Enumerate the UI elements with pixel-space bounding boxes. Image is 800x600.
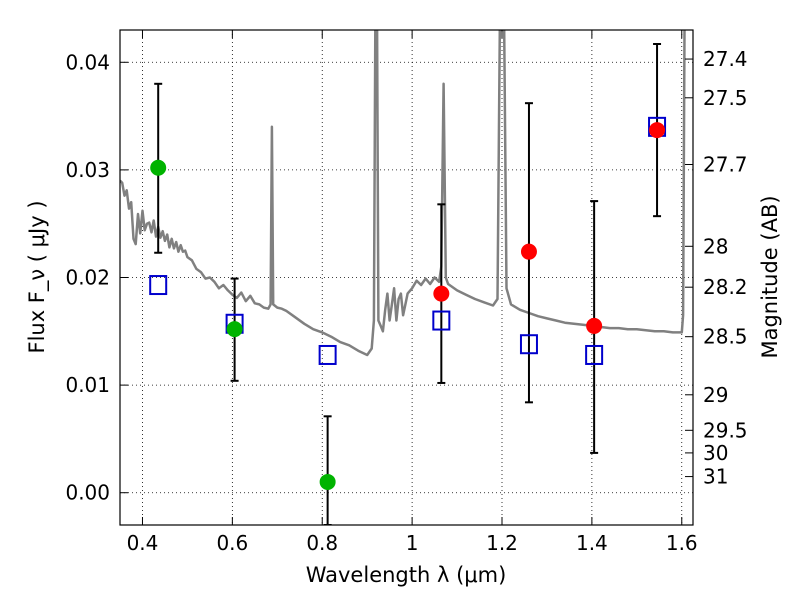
model-flux-square	[432, 310, 451, 331]
y-tick-label: 0.00	[65, 481, 110, 505]
right-axis-tick-label: 28.5	[703, 325, 748, 349]
plot-area	[120, 30, 686, 525]
data-layer	[120, 30, 686, 525]
observed-flux-point	[520, 243, 537, 260]
observed-flux-point	[150, 159, 167, 176]
right-axis-tick-label: 28	[703, 234, 728, 258]
x-tick-label: 1.6	[666, 531, 698, 555]
right-axis-tick-label: 27.7	[703, 153, 748, 177]
right-axis-tick-label: 27.5	[703, 86, 748, 110]
observed-flux-point	[226, 321, 243, 338]
model-flux-square	[519, 334, 538, 355]
observed-flux-point	[319, 473, 336, 490]
model-flux-square	[149, 275, 168, 296]
model-flux-square	[585, 344, 604, 365]
gridlines	[120, 30, 693, 525]
model-spectrum-line	[120, 30, 686, 357]
right-axis-label: Magnitude (AB)	[758, 195, 782, 358]
x-tick-label: 0.4	[127, 531, 159, 555]
x-tick-label: 0.6	[216, 531, 248, 555]
right-axis-tick-label: 31	[703, 465, 728, 489]
tick-labels: 0.4 0.6 0.8 1 1.2 1.4 1.6 0.00 0.01 0.02 0.03 0.04 2…	[65, 47, 747, 555]
right-axis-tick-label: 29.5	[703, 418, 748, 442]
y-tick-label: 0.04	[65, 50, 110, 74]
x-tick-label: 0.8	[306, 531, 338, 555]
x-tick-label: 1.4	[576, 531, 608, 555]
observed-flux-point	[433, 285, 450, 302]
right-axis-tick-label: 29	[703, 383, 728, 407]
observed-flux-point	[649, 122, 666, 139]
observed-flux-point	[586, 317, 603, 334]
y-axis-label: Flux F_ν ( μJy )	[25, 200, 50, 353]
y-tick-label: 0.02	[65, 266, 110, 290]
right-axis-tick-label: 28.2	[703, 275, 748, 299]
right-axis-tick-label: 27.4	[703, 47, 748, 71]
model-flux-square	[318, 344, 337, 365]
axis-ticks	[120, 30, 693, 525]
x-axis-label: Wavelength λ (μm)	[306, 563, 507, 587]
right-axis-tick-label: 30	[703, 441, 728, 465]
y-tick-label: 0.01	[65, 373, 110, 397]
x-tick-label: 1.2	[486, 531, 518, 555]
x-tick-label: 1	[406, 531, 419, 555]
y-tick-label: 0.03	[65, 158, 110, 182]
